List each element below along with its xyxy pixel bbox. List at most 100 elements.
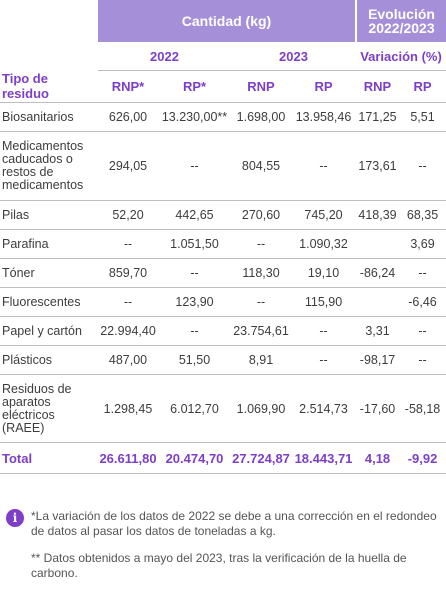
table-row: Papel y cartón 22.994,40 -- 23.754,61 --… [0, 316, 446, 346]
col-header-tipo: Tipo de residuo [0, 70, 98, 103]
cell: -- [399, 131, 446, 201]
cell: 2.514,73 [291, 374, 357, 443]
cell: 270,60 [231, 200, 291, 230]
cell: 3,31 [356, 316, 400, 346]
cell: -- [158, 131, 231, 201]
col-header-rnp-2022: RNP* [98, 70, 158, 103]
cell: -- [399, 345, 446, 375]
cell: 22.994,40 [98, 316, 158, 346]
cell: 68,35 [399, 200, 446, 230]
cantidad-header: Cantidad (kg) [98, 0, 358, 42]
cell: -- [158, 316, 231, 346]
col-header-rp-2022: RP* [158, 70, 231, 103]
total-cell: 27.724,87 [231, 442, 291, 474]
cell: 1.090,32 [291, 229, 357, 259]
cell: -- [98, 287, 158, 317]
col-header-rp-2023: RP [291, 70, 357, 103]
cell: -86,24 [356, 258, 400, 288]
cell: 13.230,00** [158, 102, 231, 132]
evolucion-line1: Evolución [368, 6, 435, 22]
cell: 626,00 [98, 102, 158, 132]
cell: 3,69 [399, 229, 446, 259]
total-cell: 18.443,71 [291, 442, 357, 474]
cell: 745,20 [291, 200, 357, 230]
year-header-blank [0, 42, 98, 71]
cell [356, 229, 400, 259]
cell: -58,18 [399, 374, 446, 443]
total-cell: 20.474,70 [158, 442, 231, 474]
cell: 171,25 [356, 102, 400, 132]
table-row: Parafina -- 1.051,50 -- 1.090,32 3,69 [0, 229, 446, 259]
evolucion-header: Evolución 2022/2023 [356, 0, 446, 42]
cell: 1.069,90 [231, 374, 291, 443]
table-row: Fluorescentes -- 123,90 -- 115,90 -6,46 [0, 287, 446, 317]
row-label: Parafina [0, 229, 98, 259]
table-row: Plásticos 487,00 51,50 8,91 -- -98,17 -- [0, 345, 446, 375]
cell: 173,61 [356, 131, 400, 201]
total-label: Total [0, 442, 98, 474]
variacion-header: Variación (%) [356, 42, 446, 71]
cell: 23.754,61 [231, 316, 291, 346]
cell: 487,00 [98, 345, 158, 375]
year-2023-header: 2023 [231, 42, 357, 71]
total-row: Total 26.611,80 20.474,70 27.724,87 18.4… [0, 442, 446, 474]
cell: 1.698,00 [231, 102, 291, 132]
col-header-rnp-var: RNP [356, 70, 400, 103]
row-label: Fluorescentes [0, 287, 98, 317]
table-row: Tóner 859,70 -- 118,30 19,10 -86,24 -- [0, 258, 446, 288]
cell: 8,91 [231, 345, 291, 375]
cell: 51,50 [158, 345, 231, 375]
cell: -- [231, 229, 291, 259]
table-row: Biosanitarios 626,00 13.230,00** 1.698,0… [0, 102, 446, 132]
cell: 118,30 [231, 258, 291, 288]
cell: -- [291, 316, 357, 346]
table-row: Pilas 52,20 442,65 270,60 745,20 418,39 … [0, 200, 446, 230]
waste-table: Cantidad (kg) Evolución 2022/2023 2022 2… [0, 0, 446, 474]
cell: 123,90 [158, 287, 231, 317]
total-cell: 26.611,80 [98, 442, 158, 474]
cell: 294,05 [98, 131, 158, 201]
row-label: Residuos de aparatos eléctricos (RAEE) [0, 374, 98, 443]
cell: -- [98, 229, 158, 259]
row-label: Medicamentos caducados o restos de medic… [0, 131, 98, 201]
cell: 13.958,46 [291, 102, 357, 132]
total-cell: 4,18 [356, 442, 400, 474]
cell: -- [291, 131, 357, 201]
cell: 418,39 [356, 200, 400, 230]
cell: -- [158, 258, 231, 288]
cell: 52,20 [98, 200, 158, 230]
cell: -6,46 [399, 287, 446, 317]
total-cell: -9,92 [399, 442, 446, 474]
cell: -98,17 [356, 345, 400, 375]
cell: -- [399, 316, 446, 346]
cell: -17,60 [356, 374, 400, 443]
cell: 19,10 [291, 258, 357, 288]
row-label: Papel y cartón [0, 316, 98, 346]
row-label: Tóner [0, 258, 98, 288]
cell: -- [291, 345, 357, 375]
cell: 859,70 [98, 258, 158, 288]
cell: 5,51 [399, 102, 446, 132]
cell: -- [231, 287, 291, 317]
row-label: Pilas [0, 200, 98, 230]
cell: 804,55 [231, 131, 291, 201]
footnote-2: ** Datos obtenidos a mayo del 2023, tras… [31, 551, 407, 580]
cell: 442,65 [158, 200, 231, 230]
footnote-1: *La variación de los datos de 2022 se de… [31, 509, 437, 538]
header-blank [0, 0, 98, 42]
col-header-rnp-2023: RNP [231, 70, 291, 103]
cell: 6.012,70 [158, 374, 231, 443]
cell: -- [399, 258, 446, 288]
row-label: Plásticos [0, 345, 98, 375]
cell: 1.298,45 [98, 374, 158, 443]
year-2022-header: 2022 [98, 42, 231, 71]
row-label: Biosanitarios [0, 102, 98, 132]
cell: 115,90 [291, 287, 357, 317]
table-row: Medicamentos caducados o restos de medic… [0, 131, 446, 201]
table-row: Residuos de aparatos eléctricos (RAEE) 1… [0, 374, 446, 443]
info-icon: i [6, 509, 24, 527]
evolucion-line2: 2022/2023 [368, 20, 435, 36]
col-header-rp-var: RP [399, 70, 446, 103]
cell: 1.051,50 [158, 229, 231, 259]
cell [356, 287, 400, 317]
